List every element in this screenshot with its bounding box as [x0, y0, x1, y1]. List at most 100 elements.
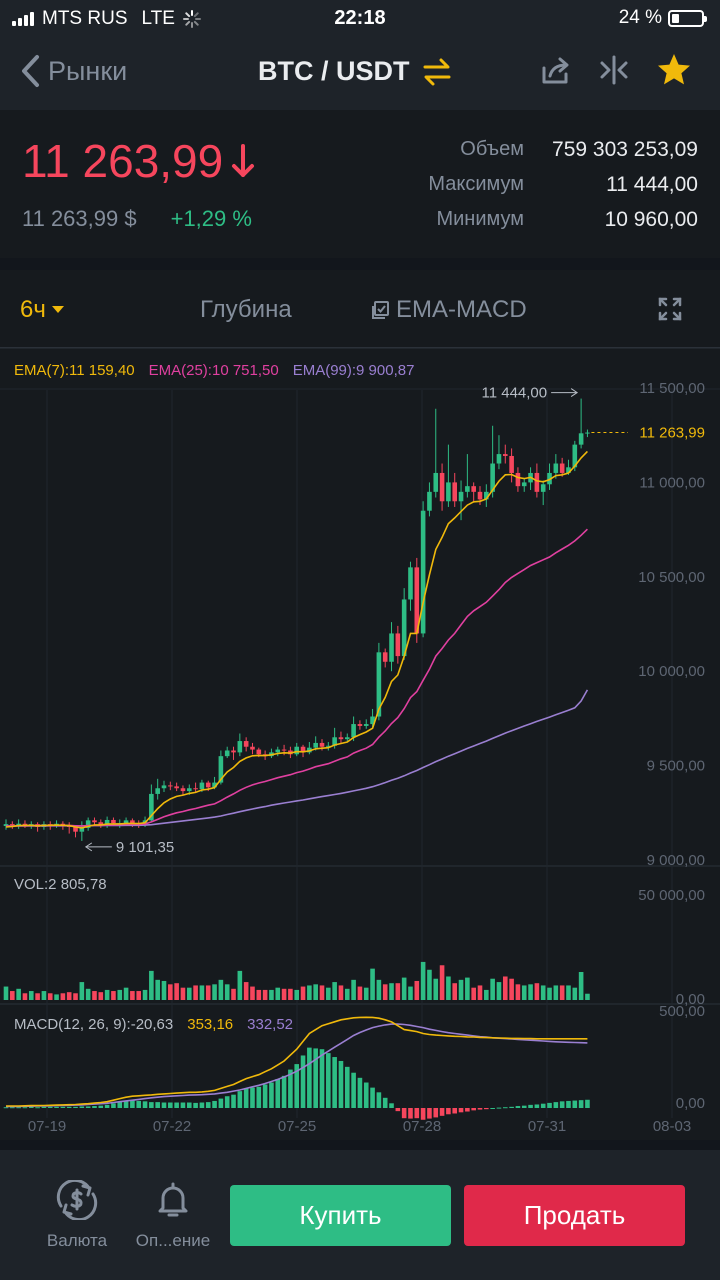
macd-histogram-bar [161, 1102, 167, 1108]
stat-value: 759 303 253,09 [552, 138, 698, 161]
macd-histogram-bar [578, 1100, 584, 1108]
volume-bar [307, 985, 312, 1000]
candle-body [471, 486, 476, 492]
candle-body [180, 788, 186, 792]
back-button[interactable]: Рынки [20, 54, 127, 88]
volume-bar [10, 991, 15, 1000]
volume-bar [389, 983, 394, 1000]
volume-bar [433, 978, 439, 1000]
stat-low: Минимум 10 960,00 [428, 208, 698, 243]
candle-body [3, 824, 9, 827]
price-axis-label: 11 500,00 [639, 380, 705, 397]
volume-bar [60, 993, 66, 1000]
ticker-stats: Объем 759 303 253,09 Максимум 11 444,00 Ми… [428, 138, 698, 243]
macd-histogram-bar [313, 1048, 318, 1108]
top-nav: Рынки BTC / USDT [0, 36, 720, 110]
volume-bar [168, 984, 173, 1000]
min-marker-arrow [84, 842, 93, 852]
tab-indicator-label: EMA-MACD [396, 296, 527, 323]
volume-bar [408, 986, 413, 1000]
candle-body [130, 820, 135, 824]
status-time: 22:18 [334, 7, 386, 29]
candle-body [92, 820, 97, 823]
macd-histogram-bar [111, 1103, 116, 1108]
volume-bar [79, 982, 85, 1000]
candle-body [155, 788, 160, 794]
candle-body [60, 823, 66, 826]
candle-body [243, 741, 249, 747]
alerts-button[interactable]: Оп...ение [128, 1180, 218, 1251]
volume-bar [351, 979, 356, 1000]
pair-selector[interactable]: BTC / USDT [258, 56, 452, 87]
volume-bar [578, 972, 584, 1000]
macd-histogram-bar [452, 1108, 458, 1114]
macd-histogram-bar [180, 1102, 186, 1108]
macd-histogram-bar [256, 1086, 262, 1108]
macd-dif-line [6, 1016, 588, 1107]
tab-interval[interactable]: 6ч [20, 296, 64, 324]
volume-bar [205, 985, 211, 1000]
macd-histogram-bar [28, 1106, 34, 1108]
macd-histogram-bar [382, 1097, 388, 1108]
macd-histogram-bar [490, 1108, 495, 1109]
battery-percent: 24 % [618, 7, 662, 28]
candle-body [433, 472, 439, 492]
candlestick-chart[interactable]: 11 500,00 11 000,00 10 500,00 10 000,00 9 50… [0, 348, 720, 1140]
macd-histogram-bar [370, 1087, 375, 1108]
buy-button[interactable]: Купить [230, 1185, 451, 1246]
star-icon[interactable] [656, 52, 692, 88]
price-change: +1,29 % [170, 206, 252, 231]
volume-bar [338, 985, 344, 1000]
volume-bar [54, 994, 59, 1000]
volume-bar [357, 986, 363, 1000]
share-icon[interactable] [540, 54, 572, 86]
alerts-label: Оп...ение [135, 1231, 211, 1250]
volume-bar [136, 991, 142, 1000]
volume-bar [326, 987, 331, 1000]
volume-bar [35, 993, 40, 1000]
min-price-label: 9 101,35 [116, 839, 174, 856]
candle-body [490, 463, 495, 492]
currency-button[interactable]: Валюта [32, 1178, 122, 1251]
macd-histogram-bar [193, 1102, 198, 1108]
candle-body [395, 633, 401, 657]
macd-histogram-bar [60, 1106, 66, 1108]
volume-bar [559, 985, 565, 1000]
macd-histogram-bar [16, 1107, 21, 1109]
candle-body [572, 444, 578, 468]
volume-bar [496, 982, 502, 1000]
candle-body [420, 510, 426, 634]
macd-histogram-bar [224, 1096, 230, 1108]
macd-histogram-bar [300, 1055, 306, 1108]
vol-axis-label: 50 000,00 [638, 887, 705, 904]
volume-bar [484, 989, 489, 1000]
macd-histogram-bar [496, 1107, 502, 1109]
tab-depth[interactable]: Глубина [200, 296, 292, 324]
candle-body [111, 819, 116, 824]
macd-histogram-bar [212, 1100, 217, 1108]
sell-button[interactable]: Продать [464, 1185, 685, 1246]
macd-histogram-bar [515, 1106, 521, 1108]
macd-histogram-bar [389, 1103, 394, 1108]
macd-histogram-bar [155, 1102, 160, 1108]
stat-volume: Объем 759 303 253,09 [428, 138, 698, 173]
candle-body [496, 454, 502, 464]
volume-bar [313, 984, 318, 1000]
volume-bar [66, 992, 72, 1000]
macd-histogram-bar [231, 1094, 236, 1108]
candle-body [319, 742, 325, 747]
volume-bar [123, 987, 129, 1000]
volume-bar [111, 991, 116, 1000]
candle-body [452, 482, 458, 502]
macd-histogram-bar [566, 1100, 571, 1108]
macd-axis-label: 500,00 [659, 1003, 705, 1020]
candle-body [300, 746, 306, 753]
volume-bar [288, 988, 293, 1000]
volume-bar [142, 989, 148, 1000]
volume-bar [155, 979, 160, 1000]
compare-icon[interactable] [598, 54, 630, 86]
tab-indicator[interactable]: EMA-MACD [372, 296, 527, 324]
candle-body [294, 746, 300, 755]
fullscreen-icon[interactable] [658, 297, 682, 321]
vol-legend: VOL:2 805,78 [14, 876, 107, 893]
